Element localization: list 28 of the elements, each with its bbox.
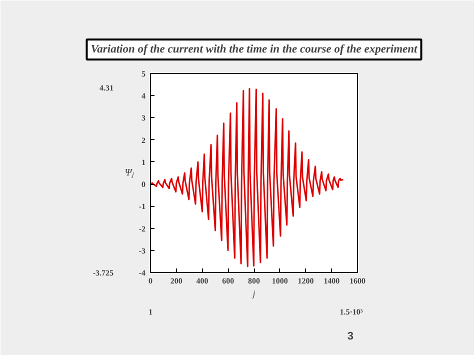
- x-tick-label: 1000: [272, 276, 288, 286]
- chart-title: Variation of the current with the time in the course of the experiment: [90, 44, 418, 56]
- y-tick-label: 4: [142, 92, 146, 101]
- y-tick-label: 2: [142, 136, 146, 145]
- y-tick-label: 3: [142, 114, 146, 123]
- text: 1: [148, 308, 152, 316]
- x-tick-label: 1200: [298, 276, 314, 286]
- x-tick-label: 0: [148, 276, 152, 286]
- y-tick-label: 1: [142, 158, 146, 167]
- y-tick-label: -4: [138, 268, 146, 278]
- y-tick-label: 5: [142, 70, 146, 78]
- x-tick-label: 1400: [324, 276, 340, 286]
- x-axis-title: j: [252, 288, 256, 298]
- y-tick-label: -1: [138, 202, 146, 212]
- text: 3: [347, 330, 354, 342]
- y-axis-title: Ψⱼ: [124, 168, 135, 178]
- x-tick-label: 200: [170, 276, 182, 286]
- x-tick-label: 800: [248, 276, 260, 286]
- text: -3.725: [92, 268, 114, 278]
- x-tick-label: 600: [222, 276, 234, 286]
- y-tick-label: -3: [138, 246, 146, 256]
- line-series: [150, 88, 344, 268]
- text: 4.31: [100, 83, 114, 92]
- x-tick-label: 400: [196, 276, 208, 286]
- y-tick-label: 0: [142, 180, 146, 190]
- x-tick-label: 1600: [350, 276, 366, 286]
- y-tick-label: -2: [138, 224, 146, 234]
- text: 1.5·10³: [340, 308, 364, 316]
